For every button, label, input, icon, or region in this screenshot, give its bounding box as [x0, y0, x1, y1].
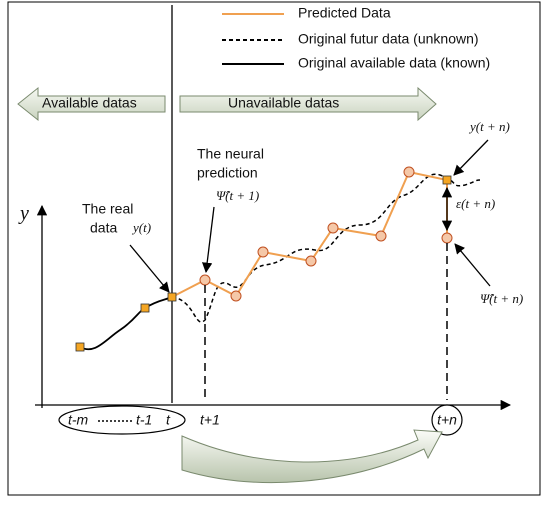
horizon-arrow — [181, 429, 443, 484]
data-points — [75, 175, 452, 352]
available-arrow — [17, 86, 166, 122]
frame — [7, 1, 541, 496]
predicted-curve — [171, 170, 448, 298]
x-label: t-m — [68, 412, 89, 428]
annotation: data — [90, 220, 117, 236]
prediction-points — [199, 166, 453, 302]
pointer — [129, 244, 170, 293]
legend-label: Predicted Data — [298, 5, 391, 21]
annotation: The real — [82, 201, 133, 217]
available-curve — [79, 296, 173, 351]
x-label: t+1 — [200, 412, 220, 428]
annotation: ε(t + n) — [456, 196, 495, 211]
legend-label: Original available data (known) — [298, 55, 490, 71]
region-label: Available datas — [42, 95, 137, 111]
pointer — [201, 206, 215, 274]
x-label: t — [166, 412, 171, 428]
annotation: Ψ̂(t + n) — [480, 291, 523, 306]
x-label: t+n — [437, 412, 457, 428]
legend-label: Original futur data (unknown) — [298, 31, 479, 47]
annotation: The neural — [197, 146, 264, 162]
annotation: Ψ̂(t + 1) — [216, 188, 259, 203]
target-marker — [431, 404, 463, 436]
pointer — [453, 139, 489, 176]
y-axis-label: y — [18, 203, 29, 225]
annotation: y(t + n) — [468, 119, 510, 134]
unavailable-arrow — [179, 86, 437, 122]
annotation: y(t) — [131, 220, 151, 235]
region-label: Unavailable datas — [228, 95, 339, 111]
annotation: prediction — [197, 165, 258, 181]
pointer — [454, 243, 491, 287]
x-label: t-1 — [136, 412, 152, 428]
future-curve — [171, 173, 481, 323]
history-window — [58, 405, 186, 435]
